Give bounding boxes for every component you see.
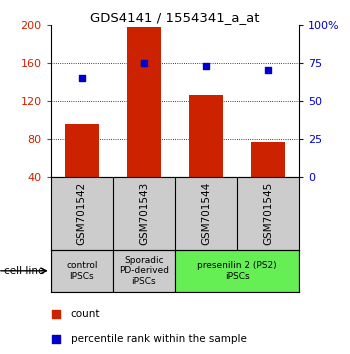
Text: presenilin 2 (PS2)
iPSCs: presenilin 2 (PS2) iPSCs <box>197 261 277 280</box>
Bar <box>113 250 175 292</box>
Bar <box>175 250 299 292</box>
Point <box>203 63 209 69</box>
Text: cell line: cell line <box>4 266 44 276</box>
Title: GDS4141 / 1554341_a_at: GDS4141 / 1554341_a_at <box>90 11 260 24</box>
Point <box>79 75 85 81</box>
Point <box>141 60 147 66</box>
Point <box>53 311 58 316</box>
Point <box>265 67 271 72</box>
Bar <box>189 95 223 177</box>
Text: GSM701544: GSM701544 <box>201 182 211 245</box>
Text: GSM701543: GSM701543 <box>139 182 149 245</box>
Text: GSM701542: GSM701542 <box>77 182 87 245</box>
Text: Sporadic
PD-derived
iPSCs: Sporadic PD-derived iPSCs <box>119 256 169 286</box>
Text: count: count <box>71 308 100 319</box>
Bar <box>65 124 99 177</box>
Text: percentile rank within the sample: percentile rank within the sample <box>71 334 246 344</box>
Bar <box>127 27 161 177</box>
Text: control
IPSCs: control IPSCs <box>66 261 98 280</box>
Point <box>53 336 58 342</box>
Text: GSM701545: GSM701545 <box>263 182 273 245</box>
Bar <box>251 142 285 177</box>
Bar <box>51 250 113 292</box>
